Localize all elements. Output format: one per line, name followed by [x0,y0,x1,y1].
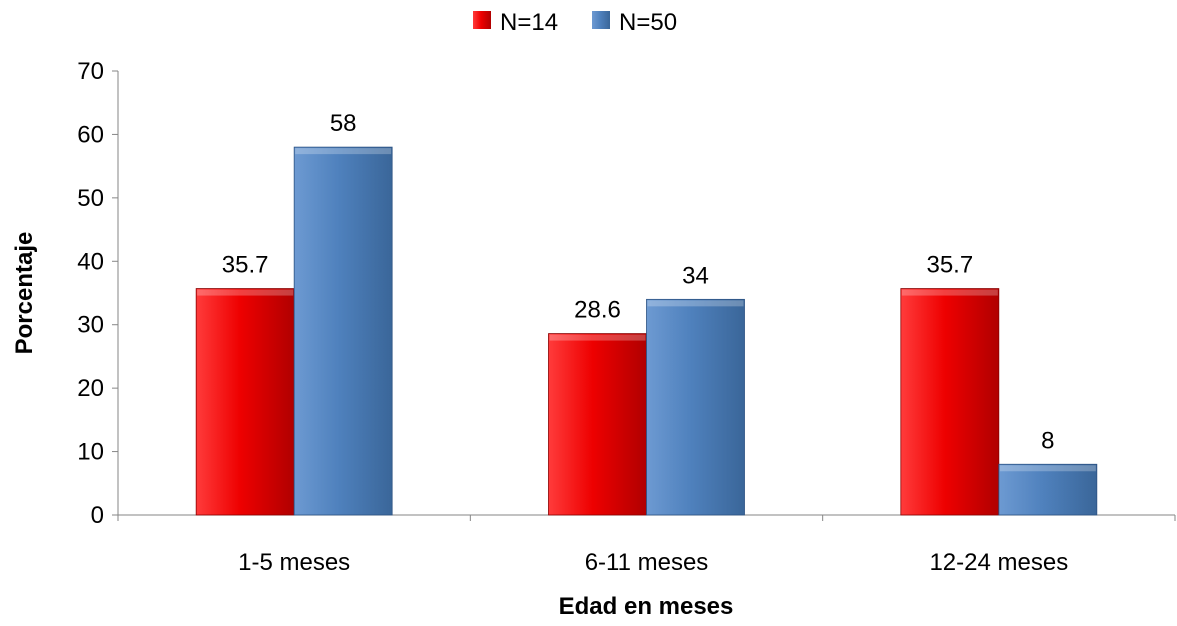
y-tick-label: 30 [77,312,104,339]
data-label-2-1: 58 [330,110,357,137]
legend-swatch-series-2 [592,11,610,29]
y-tick-label: 60 [77,121,104,148]
data-label-1-1: 35.7 [222,252,269,279]
x-axis-title: Edad en meses [559,593,734,620]
bar-bevel-1-2 [549,334,646,341]
y-tick-label: 40 [77,248,104,275]
bar-bevel-1-3 [901,289,998,296]
bar-bevel-2-2 [647,300,744,307]
legend-swatch-series-1 [473,11,491,29]
bar-bevel-1-1 [197,289,294,296]
bar-2-1 [293,146,393,516]
data-label-2-2: 34 [682,262,709,289]
y-axis-ticks: 0 10 20 30 40 50 60 70 [77,58,118,529]
data-labels: 35.7 58 28.6 34 35.7 8 [222,110,1055,454]
bar-bevel-2-1 [295,148,392,155]
bar-2-2 [646,298,745,516]
bars [195,146,1098,516]
bar-1-3 [900,288,1000,516]
y-tick-label: 10 [77,439,104,466]
x-category-label: 1-5 meses [238,549,350,576]
data-label-2-3: 8 [1041,427,1054,454]
y-tick-label: 20 [77,375,104,402]
bar-bevel-2-3 [999,465,1096,472]
y-axis-title: Porcentaje [11,232,38,355]
data-label-1-2: 28.6 [574,297,621,324]
y-tick-label: 0 [91,502,104,529]
x-category-label: 12-24 meses [929,549,1068,576]
y-tick-label: 50 [77,185,104,212]
x-axis-category-labels: 1-5 meses 6-11 meses 12-24 meses [238,549,1068,576]
bar-1-1 [195,288,295,516]
data-label-1-3: 35.7 [926,252,973,279]
y-tick-label: 70 [77,58,104,85]
legend-label-series-1: N=14 [500,9,558,36]
x-category-label: 6-11 meses [585,549,709,576]
legend-label-series-2: N=50 [619,9,677,36]
bar-1-2 [548,333,647,516]
bar-2-3 [998,463,1098,516]
legend: N=14 N=50 [473,9,677,36]
